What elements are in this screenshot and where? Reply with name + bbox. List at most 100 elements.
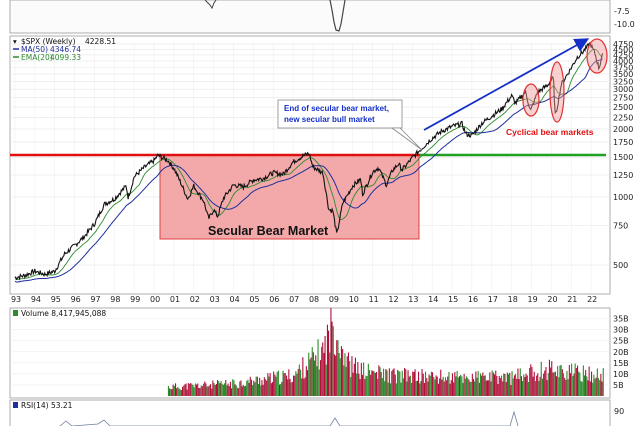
- volume-bar: [242, 384, 244, 396]
- volume-bar: [308, 352, 310, 396]
- x-axis-tick: 11: [369, 295, 379, 304]
- volume-bar: [374, 372, 376, 396]
- x-axis-tick: 00: [150, 295, 160, 304]
- volume-bar: [397, 369, 399, 396]
- volume-bar: [330, 308, 332, 396]
- volume-bar: [238, 388, 240, 396]
- volume-bar: [407, 370, 409, 396]
- volume-bar: [172, 384, 174, 396]
- volume-bar: [533, 371, 535, 396]
- volume-panel: 35B 30B 25B 20B 15B 10B 5B Volume 8,417,945,08…: [9, 307, 629, 399]
- volume-bar: [468, 379, 470, 396]
- volume-bar: [295, 371, 297, 396]
- volume-bar: [259, 377, 261, 396]
- price-y-axis: 4750450042504000375035003250300027502500…: [613, 40, 633, 270]
- volume-bar: [287, 379, 289, 396]
- volume-bar: [257, 384, 259, 396]
- volume-bar: [495, 370, 497, 396]
- volume-bar: [484, 375, 486, 396]
- volume-bar: [239, 381, 241, 396]
- volume-bar: [409, 375, 411, 396]
- volume-bar: [227, 383, 229, 396]
- volume-bar: [427, 381, 429, 396]
- volume-bar: [228, 386, 230, 396]
- volume-bar: [588, 366, 590, 396]
- volume-bar: [274, 374, 276, 396]
- volume-bar: [501, 375, 503, 396]
- volume-bar: [290, 382, 292, 396]
- volume-bar: [413, 372, 415, 396]
- volume-axis-tick: 35B: [613, 315, 629, 324]
- volume-bar: [201, 386, 203, 396]
- volume-bar: [387, 382, 389, 396]
- volume-bar: [186, 389, 188, 396]
- volume-bar: [405, 369, 407, 396]
- volume-bar: [520, 376, 522, 396]
- volume-bar: [324, 336, 326, 396]
- volume-bar: [509, 372, 511, 396]
- x-axis-tick: 93: [11, 295, 21, 304]
- volume-bar: [541, 378, 543, 396]
- volume-bar: [585, 370, 587, 396]
- volume-bar: [482, 372, 484, 396]
- volume-bar: [179, 389, 181, 396]
- price-axis-tick: 3500: [613, 70, 633, 79]
- volume-bar: [289, 379, 291, 396]
- volume-bar: [191, 383, 193, 396]
- volume-bar: [545, 367, 547, 396]
- volume-bar: [449, 383, 451, 396]
- volume-bar: [213, 383, 215, 396]
- volume-bar: [456, 371, 458, 396]
- rsi-axis-tick: 90: [614, 407, 624, 416]
- volume-bar: [210, 384, 212, 396]
- volume-bar: [460, 374, 462, 396]
- volume-bar: [600, 373, 602, 396]
- volume-bar: [198, 388, 200, 396]
- volume-bar: [249, 376, 251, 396]
- volume-bar: [571, 363, 573, 396]
- rsi-panel: RSI(14) 53.21 90: [9, 399, 624, 426]
- volume-bar: [476, 377, 478, 396]
- volume-bar: [386, 370, 388, 396]
- price-axis-tick: 750: [613, 221, 628, 230]
- x-axis-tick: 96: [71, 295, 81, 304]
- volume-bar: [217, 380, 219, 396]
- volume-bar: [180, 390, 182, 396]
- volume-bar: [580, 380, 582, 396]
- volume-bar: [262, 384, 264, 396]
- volume-bar: [428, 374, 430, 396]
- volume-bar: [399, 371, 401, 396]
- volume-bar: [316, 366, 318, 396]
- volume-bar: [314, 360, 316, 396]
- volume-bar: [245, 385, 247, 396]
- volume-bar: [366, 376, 368, 396]
- secular-bear-label: Secular Bear Market: [208, 224, 329, 238]
- volume-bar: [383, 368, 385, 396]
- volume-bar: [522, 381, 524, 396]
- cyclical-bear-ellipse: [522, 83, 540, 117]
- volume-bar: [275, 376, 277, 396]
- price-legend: ▾ $SPX (Weekly) 4228.51 MA(50) 4346.74 E…: [13, 37, 116, 62]
- volume-bar: [526, 375, 528, 396]
- volume-bar: [243, 386, 245, 396]
- volume-bar: [508, 374, 510, 396]
- volume-bar: [426, 378, 428, 396]
- volume-bar: [219, 383, 221, 396]
- volume-bar: [529, 368, 531, 396]
- volume-bar: [586, 376, 588, 396]
- volume-bar: [319, 360, 321, 396]
- volume-bar: [194, 383, 196, 396]
- callout-line-1: End of secular bear market,: [284, 104, 389, 113]
- x-axis-tick: 17: [488, 295, 498, 304]
- volume-bar: [414, 369, 416, 396]
- volume-bar: [601, 381, 603, 396]
- volume-bar: [446, 380, 448, 396]
- volume-bar: [490, 381, 492, 396]
- volume-bar: [305, 366, 307, 396]
- volume-bar: [473, 378, 475, 396]
- volume-bar: [256, 376, 258, 396]
- volume-bar: [206, 386, 208, 396]
- volume-bar: [352, 372, 354, 396]
- volume-legend-swatch: [13, 310, 18, 316]
- volume-bar: [565, 380, 567, 396]
